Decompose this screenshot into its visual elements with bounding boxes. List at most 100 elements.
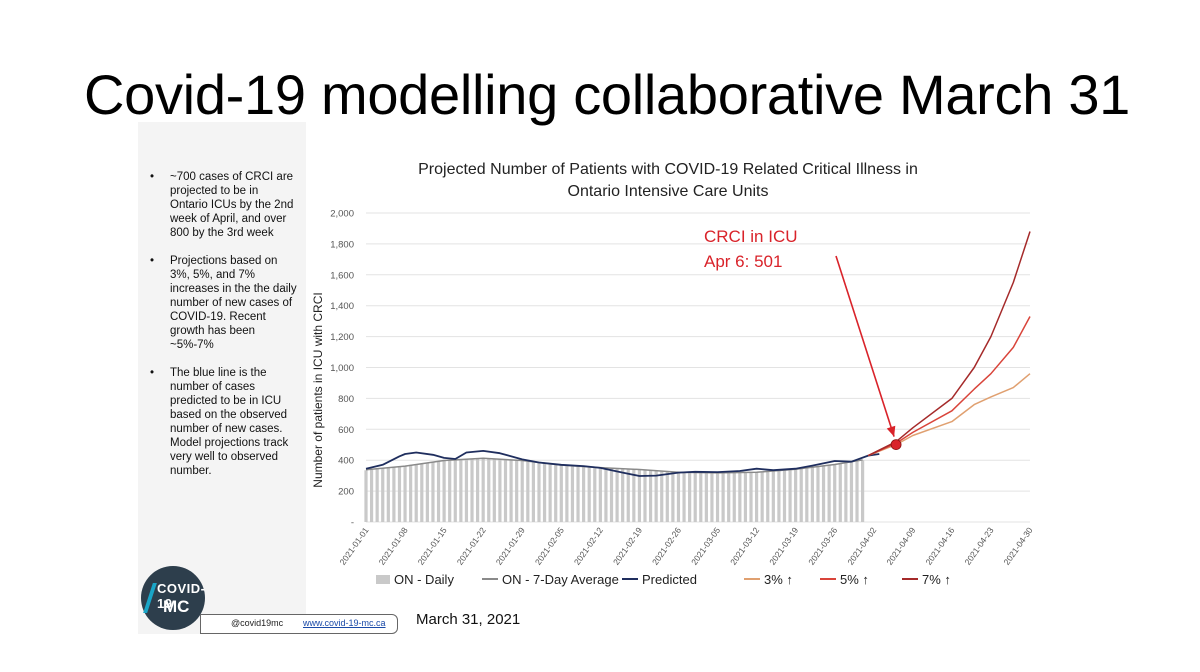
series-line xyxy=(365,450,880,477)
chart-title-line1: Projected Number of Patients with COVID-… xyxy=(418,161,918,178)
daily-bar xyxy=(827,465,831,522)
daily-bar xyxy=(626,469,630,522)
daily-bar xyxy=(475,458,480,522)
daily-bar xyxy=(420,463,424,522)
x-tick-label: 2021-02-19 xyxy=(611,525,644,567)
y-tick-label: 1,800 xyxy=(330,239,354,250)
y-tick-label: 2,000 xyxy=(330,209,354,220)
daily-bar xyxy=(693,472,697,522)
daily-bar xyxy=(777,470,781,522)
daily-bar xyxy=(821,466,826,522)
x-tick-label: 2021-01-29 xyxy=(494,525,527,567)
daily-bar xyxy=(805,468,809,522)
logo-text-bottom: MC xyxy=(163,597,190,616)
daily-bar xyxy=(632,469,636,522)
y-tick-label: 1,000 xyxy=(330,363,354,374)
logo-slash-icon xyxy=(143,583,157,613)
daily-bar xyxy=(609,468,614,522)
daily-bar xyxy=(704,473,708,522)
daily-bar xyxy=(436,460,441,522)
daily-bar xyxy=(743,472,748,522)
daily-bar xyxy=(464,458,469,522)
daily-bar xyxy=(448,459,452,522)
x-tick-label: 2021-04-09 xyxy=(884,525,917,567)
daily-bar xyxy=(526,461,530,522)
daily-bar xyxy=(660,471,664,522)
daily-bar xyxy=(487,458,491,522)
daily-bar xyxy=(481,457,485,522)
daily-bar xyxy=(721,473,725,522)
daily-bar xyxy=(498,459,502,522)
icu-projection-chart: Projected Number of Patients with COVID-… xyxy=(311,161,1035,587)
annotation-line1: CRCI in ICU xyxy=(704,227,798,246)
annotation-marker xyxy=(890,439,902,450)
y-tick-label: 200 xyxy=(338,487,354,498)
x-tick-label: 2021-03-19 xyxy=(767,525,800,567)
daily-bar xyxy=(754,472,759,522)
y-tick-label: 800 xyxy=(338,394,354,405)
y-tick-labels: 2,000 1,800 1,600 1,400 1,200 1,000 800 600 400 2… xyxy=(330,209,354,529)
daily-bar xyxy=(598,467,602,522)
chart-legend: ON - Daily ON - 7-Day Average Predicted 3% … xyxy=(376,572,951,587)
daily-bar xyxy=(621,468,625,522)
daily-bar xyxy=(582,466,586,522)
daily-bar xyxy=(453,459,457,522)
y-tick-label: 1,400 xyxy=(330,301,354,312)
daily-bar xyxy=(431,461,435,522)
daily-bar xyxy=(520,460,524,522)
daily-bar xyxy=(648,470,653,522)
x-tick-label: 2021-03-12 xyxy=(728,525,761,567)
daily-bar xyxy=(861,460,865,522)
daily-bar xyxy=(593,467,597,522)
daily-bar xyxy=(559,465,563,522)
legend-label: Predicted xyxy=(642,572,697,587)
x-tick-labels: 2021-01-01 2021-01-08 2021-01-15 2021-01-22… xyxy=(338,525,1035,567)
x-tick-label: 2021-03-05 xyxy=(689,525,722,567)
daily-bar xyxy=(615,468,619,522)
daily-bar xyxy=(816,466,820,522)
daily-bar xyxy=(381,468,385,522)
daily-bar xyxy=(459,459,463,522)
daily-bar xyxy=(548,464,552,522)
legend-label: 5% ↑ xyxy=(840,572,869,587)
chart-title-line2: Ontario Intensive Care Units xyxy=(568,183,769,200)
daily-bar xyxy=(844,462,848,522)
daily-bar xyxy=(727,473,731,522)
daily-bar xyxy=(397,466,402,522)
legend-label: ON - 7-Day Average xyxy=(502,572,619,587)
daily-bar xyxy=(375,468,379,522)
daily-bar xyxy=(688,472,692,522)
daily-bar xyxy=(732,473,736,522)
daily-bar xyxy=(810,467,814,522)
twitter-handle: @covid19mc xyxy=(231,618,284,628)
daily-bar xyxy=(414,464,418,522)
daily-bar xyxy=(492,458,496,522)
daily-bar xyxy=(838,463,842,522)
daily-bar xyxy=(782,470,787,522)
daily-bar xyxy=(392,466,396,522)
daily-bar xyxy=(509,460,513,522)
daily-bar xyxy=(570,466,575,522)
x-tick-label: 2021-01-08 xyxy=(377,525,410,567)
daily-bar xyxy=(531,462,535,522)
daily-bar xyxy=(537,462,541,522)
y-axis-label: Number of patients in ICU with CRCI xyxy=(311,292,325,487)
daily-bar xyxy=(470,458,474,522)
legend-label: 3% ↑ xyxy=(764,572,793,587)
website-link[interactable]: www.covid-19-mc.ca xyxy=(303,618,386,628)
annotation-arrowhead-icon xyxy=(886,425,896,437)
x-tick-label: 2021-04-30 xyxy=(1002,525,1035,567)
daily-bar xyxy=(386,467,390,522)
covid19mc-logo: COVID-19 MC xyxy=(141,566,205,630)
daily-bar xyxy=(760,472,764,522)
annotation-arrow-line xyxy=(835,255,895,437)
daily-bar xyxy=(671,472,675,522)
daily-bar xyxy=(364,470,368,522)
daily-bar xyxy=(442,460,446,522)
x-tick-label: 2021-02-12 xyxy=(572,525,605,567)
legend-label: ON - Daily xyxy=(394,572,454,587)
x-tick-label: 2021-04-23 xyxy=(962,525,995,567)
daily-bar xyxy=(403,465,407,522)
x-tick-label: 2021-04-16 xyxy=(923,525,956,567)
daily-bar xyxy=(643,469,647,522)
